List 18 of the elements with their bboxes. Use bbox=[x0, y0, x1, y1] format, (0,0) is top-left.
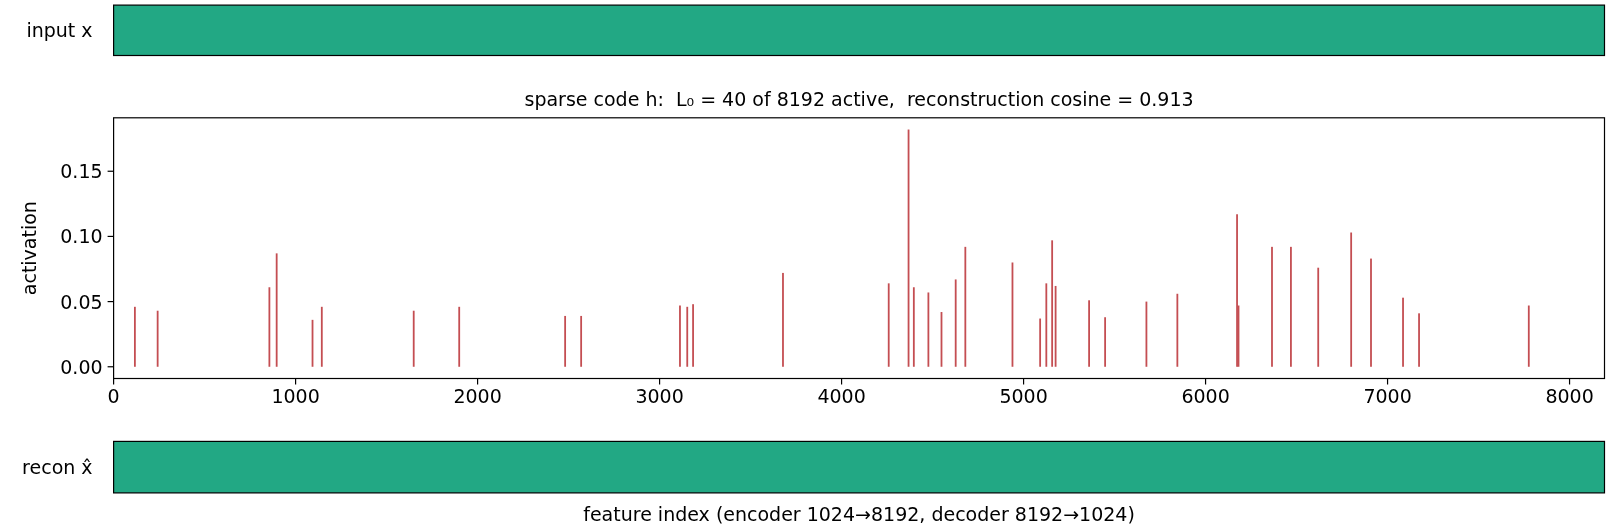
y-tick-label: 0.15 bbox=[60, 160, 103, 183]
x-tick-label: 2000 bbox=[453, 384, 502, 407]
x-tick-label: 5000 bbox=[999, 384, 1048, 407]
text: input x bbox=[26, 19, 93, 42]
x-tick-label: 3000 bbox=[635, 384, 684, 407]
y-axis-title: activation bbox=[18, 201, 40, 296]
x-tick-label: 1000 bbox=[271, 384, 320, 407]
x-tick-label: 7000 bbox=[1363, 384, 1412, 407]
text: feature index (encoder 1024→8192, decoder 8192→1024) bbox=[583, 502, 1135, 525]
text: recon x̂ bbox=[22, 456, 93, 479]
y-tick-label: 0.05 bbox=[60, 290, 103, 313]
y-tick-label: 0.00 bbox=[60, 355, 103, 378]
y-tick-label: 0.10 bbox=[60, 225, 103, 248]
x-tick-label: 6000 bbox=[1181, 384, 1230, 407]
x-tick-label: 0 bbox=[107, 384, 120, 407]
chart-title: sparse code h: L₀ = 40 of 8192 active, reconstruction cosine = 0.913 bbox=[524, 87, 1194, 110]
x-tick-label: 4000 bbox=[817, 384, 866, 407]
x-tick-label: 8000 bbox=[1545, 384, 1594, 407]
